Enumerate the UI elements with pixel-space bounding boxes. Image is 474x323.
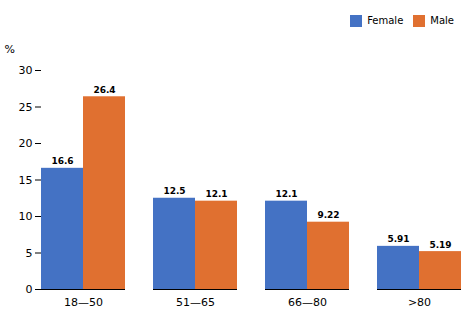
svg-text:5.19: 5.19: [429, 239, 451, 249]
svg-text:9.22: 9.22: [317, 210, 339, 220]
svg-text:20: 20: [19, 137, 33, 150]
svg-text:>80: >80: [408, 296, 431, 309]
svg-text:12.1: 12.1: [205, 189, 227, 199]
svg-text:0: 0: [26, 283, 33, 296]
svg-text:5: 5: [26, 247, 33, 260]
svg-text:18—50: 18—50: [64, 296, 103, 309]
svg-text:12.5: 12.5: [163, 186, 185, 196]
svg-text:5.91: 5.91: [387, 234, 409, 244]
svg-text:10: 10: [19, 210, 33, 223]
svg-text:16.6: 16.6: [51, 156, 73, 166]
svg-text:15: 15: [19, 174, 33, 187]
svg-text:%: %: [5, 43, 15, 56]
svg-text:51—65: 51—65: [176, 296, 215, 309]
svg-text:66—80: 66—80: [288, 296, 327, 309]
html-text:Female: Female: [367, 15, 404, 26]
svg-text:26.4: 26.4: [93, 85, 115, 95]
svg-text:30: 30: [19, 64, 33, 77]
svg-text:25: 25: [19, 101, 33, 114]
svg-text:12.1: 12.1: [275, 189, 297, 199]
html-text:Male: Male: [430, 15, 454, 26]
